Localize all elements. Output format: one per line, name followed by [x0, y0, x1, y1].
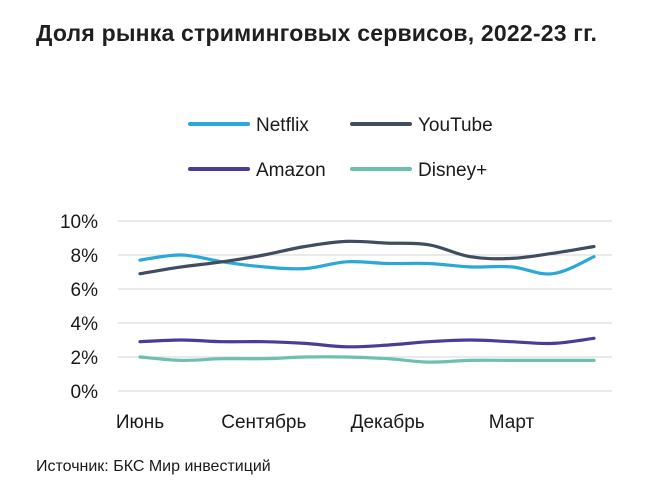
- grid-lines: [118, 220, 612, 392]
- x-tick-label: Декабрь: [351, 412, 425, 433]
- y-tick-label: 8%: [71, 246, 99, 267]
- legend: Netflix YouTube Amazon Disney+: [188, 115, 493, 181]
- x-tick-label: Июнь: [116, 412, 164, 433]
- series-line-youtube: [138, 239, 596, 276]
- y-tick-label: 6%: [71, 280, 99, 301]
- legend-item-youtube: YouTube: [350, 115, 493, 136]
- series-line-amazon: [138, 336, 596, 349]
- source-note: Источник: БКС Мир инвестиций: [36, 458, 271, 475]
- y-tick-label: 0%: [71, 382, 99, 403]
- series-line-disney: [138, 355, 596, 364]
- legend-item-amazon: Amazon: [188, 160, 326, 181]
- x-tick-label: Март: [489, 412, 535, 433]
- legend-label: YouTube: [418, 115, 493, 136]
- y-axis-ticks: 0% 2% 4% 6% 8% 10%: [60, 212, 98, 403]
- legend-label: Amazon: [256, 160, 326, 181]
- x-axis-ticks: Июнь Сентябрь Декабрь Март: [116, 412, 535, 433]
- y-tick-label: 2%: [71, 348, 99, 369]
- x-tick-label: Сентябрь: [221, 412, 306, 433]
- chart-title: Доля рынка стриминговых сервисов, 2022-2…: [36, 20, 598, 46]
- legend-label: Netflix: [256, 115, 309, 136]
- series-lines: [138, 239, 596, 364]
- y-tick-label: 10%: [60, 212, 98, 233]
- legend-item-disney: Disney+: [350, 160, 487, 181]
- legend-item-netflix: Netflix: [188, 115, 309, 136]
- y-tick-label: 4%: [71, 314, 99, 335]
- legend-label: Disney+: [418, 160, 487, 181]
